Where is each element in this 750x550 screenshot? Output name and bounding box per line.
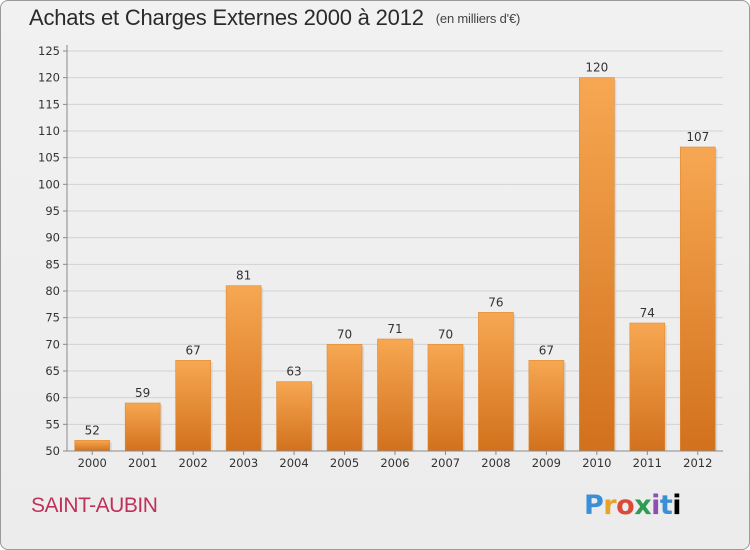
y-tick-label: 50 bbox=[45, 444, 60, 458]
axes-group: 50 55 60 65 70 75 80 85 90 95 100 105 110 115 120 125 20… bbox=[38, 44, 723, 470]
data-label: 71 bbox=[387, 322, 402, 336]
y-tick-label: 85 bbox=[45, 257, 60, 271]
data-label: 52 bbox=[85, 423, 100, 437]
bar bbox=[478, 312, 514, 452]
logo-letter: P bbox=[584, 490, 604, 521]
x-tick-label: 2006 bbox=[380, 456, 409, 470]
data-label: 70 bbox=[337, 327, 352, 341]
bar bbox=[579, 77, 615, 452]
data-label: 74 bbox=[640, 306, 655, 320]
x-tick-label: 2012 bbox=[683, 456, 712, 470]
commune-name: SAINT-AUBIN bbox=[31, 494, 158, 517]
x-tick-label: 2005 bbox=[330, 456, 359, 470]
logo-letter: i bbox=[672, 490, 682, 521]
x-tick-label: 2009 bbox=[532, 456, 561, 470]
y-tick-label: 75 bbox=[45, 311, 60, 325]
y-tick-label: 90 bbox=[45, 231, 60, 245]
data-label: 59 bbox=[135, 386, 150, 400]
bar bbox=[276, 381, 312, 452]
bar bbox=[175, 360, 211, 452]
bar bbox=[427, 344, 464, 452]
x-tick-label: 2001 bbox=[128, 456, 157, 470]
bar bbox=[377, 338, 413, 452]
data-label: 63 bbox=[286, 365, 301, 379]
x-tick-label: 2011 bbox=[633, 456, 662, 470]
logo-letter: o bbox=[616, 490, 635, 521]
data-label: 67 bbox=[539, 343, 554, 357]
y-tick-label: 125 bbox=[38, 44, 60, 58]
y-tick-label: 80 bbox=[45, 284, 60, 298]
data-label: 120 bbox=[585, 61, 608, 75]
x-tick-label: 2000 bbox=[78, 456, 107, 470]
logo-letter: r bbox=[603, 490, 617, 521]
data-label: 107 bbox=[686, 130, 709, 144]
bar bbox=[629, 322, 666, 452]
y-tick-label: 105 bbox=[38, 151, 60, 165]
x-tick-label: 2007 bbox=[431, 456, 460, 470]
y-tick-label: 120 bbox=[38, 71, 60, 85]
bar bbox=[124, 402, 161, 452]
chart-title: Achats et Charges Externes 2000 à 2012 (e… bbox=[29, 5, 520, 31]
data-label: 67 bbox=[186, 343, 201, 357]
logo-letter: i bbox=[651, 490, 660, 521]
y-tick-label: 65 bbox=[45, 364, 60, 378]
bar bbox=[225, 285, 262, 452]
chart-subtitle: (en milliers d'€) bbox=[435, 11, 521, 26]
bar bbox=[679, 146, 716, 452]
logo-letter: x bbox=[634, 490, 652, 521]
x-tick-label: 2010 bbox=[582, 456, 611, 470]
data-label: 76 bbox=[488, 295, 503, 309]
y-tick-label: 70 bbox=[45, 337, 60, 351]
bar bbox=[74, 440, 111, 452]
logo-letter: t bbox=[659, 490, 673, 521]
proxiti-logo: Proxiti bbox=[584, 490, 682, 521]
x-tick-label: 2003 bbox=[229, 456, 258, 470]
y-tick-label: 115 bbox=[38, 97, 60, 111]
bars-group bbox=[74, 77, 718, 452]
bar bbox=[528, 360, 565, 452]
x-tick-label: 2004 bbox=[279, 456, 308, 470]
data-label: 81 bbox=[236, 269, 251, 283]
x-tick-label: 2002 bbox=[179, 456, 208, 470]
y-tick-label: 55 bbox=[45, 417, 60, 431]
data-labels-group: 52 59 67 81 63 70 71 70 76 67 120 74 107 bbox=[85, 61, 710, 438]
y-tick-label: 110 bbox=[38, 124, 60, 138]
y-tick-label: 95 bbox=[45, 204, 60, 218]
data-label: 70 bbox=[438, 327, 453, 341]
y-tick-label: 100 bbox=[38, 177, 60, 191]
chart-title-text: Achats et Charges Externes 2000 à 2012 bbox=[29, 5, 424, 30]
bar bbox=[326, 344, 363, 452]
y-tick-label: 60 bbox=[45, 391, 60, 405]
x-tick-label: 2008 bbox=[481, 456, 510, 470]
